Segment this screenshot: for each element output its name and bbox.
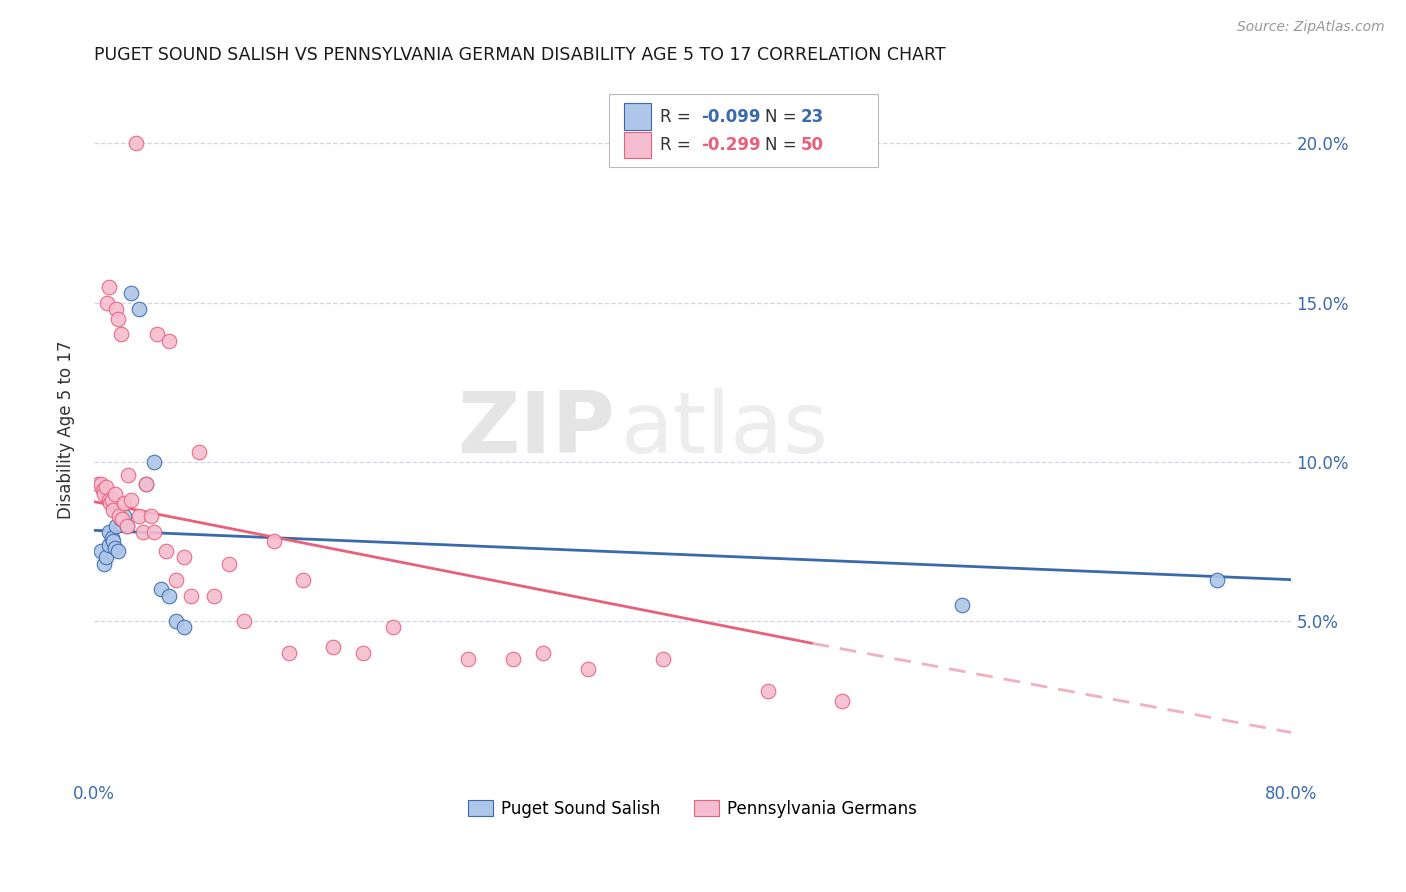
Point — [173, 550, 195, 565]
Point — [218, 557, 240, 571]
Point — [107, 544, 129, 558]
Point — [135, 477, 157, 491]
Point — [94, 550, 117, 565]
Point — [576, 662, 599, 676]
Point — [292, 573, 315, 587]
Point — [97, 524, 120, 539]
Point — [105, 301, 128, 316]
Legend: Puget Sound Salish, Pennsylvania Germans: Puget Sound Salish, Pennsylvania Germans — [461, 793, 924, 824]
Point — [94, 480, 117, 494]
Point — [87, 477, 110, 491]
Text: N =: N = — [765, 108, 801, 126]
Point — [103, 534, 125, 549]
Point — [97, 493, 120, 508]
Point — [457, 652, 479, 666]
Point — [101, 493, 124, 508]
Point — [263, 534, 285, 549]
Point — [90, 544, 112, 558]
Point — [103, 502, 125, 516]
Point — [132, 524, 155, 539]
Point — [112, 496, 135, 510]
FancyBboxPatch shape — [624, 131, 651, 158]
Point — [128, 301, 150, 316]
Point — [104, 486, 127, 500]
Point — [115, 518, 138, 533]
Point — [950, 598, 973, 612]
Point — [101, 531, 124, 545]
Point — [157, 334, 180, 348]
Point — [91, 483, 114, 498]
Text: R =: R = — [661, 136, 696, 153]
Text: 50: 50 — [800, 136, 824, 153]
Point — [142, 455, 165, 469]
Text: -0.299: -0.299 — [702, 136, 761, 153]
Point — [96, 295, 118, 310]
Point — [142, 524, 165, 539]
Point — [150, 582, 173, 597]
Point — [831, 694, 853, 708]
Point — [202, 589, 225, 603]
Point — [110, 512, 132, 526]
Point — [322, 640, 344, 654]
Point — [105, 518, 128, 533]
Point — [112, 508, 135, 523]
Point — [110, 327, 132, 342]
Text: N =: N = — [765, 136, 801, 153]
FancyBboxPatch shape — [609, 94, 879, 167]
Point — [115, 518, 138, 533]
Point — [756, 684, 779, 698]
Point — [93, 557, 115, 571]
Point — [1205, 573, 1227, 587]
Point — [531, 646, 554, 660]
Point — [107, 311, 129, 326]
Point — [120, 286, 142, 301]
Point — [135, 477, 157, 491]
Point — [90, 477, 112, 491]
Point — [180, 589, 202, 603]
Point — [117, 467, 139, 482]
Point — [97, 538, 120, 552]
Point — [352, 646, 374, 660]
Y-axis label: Disability Age 5 to 17: Disability Age 5 to 17 — [58, 341, 75, 519]
Point — [187, 445, 209, 459]
Point — [157, 589, 180, 603]
Text: R =: R = — [661, 108, 696, 126]
Point — [155, 544, 177, 558]
Text: PUGET SOUND SALISH VS PENNSYLVANIA GERMAN DISABILITY AGE 5 TO 17 CORRELATION CHA: PUGET SOUND SALISH VS PENNSYLVANIA GERMA… — [94, 46, 946, 64]
Point — [165, 573, 187, 587]
Point — [93, 486, 115, 500]
Text: -0.099: -0.099 — [702, 108, 761, 126]
Point — [120, 493, 142, 508]
Point — [104, 541, 127, 555]
FancyBboxPatch shape — [624, 103, 651, 130]
Point — [139, 508, 162, 523]
Point — [382, 620, 405, 634]
Point — [97, 279, 120, 293]
Point — [100, 496, 122, 510]
Point — [232, 614, 254, 628]
Point — [502, 652, 524, 666]
Text: 23: 23 — [800, 108, 824, 126]
Point — [108, 508, 131, 523]
Text: ZIP: ZIP — [457, 389, 614, 472]
Text: atlas: atlas — [621, 389, 830, 472]
Point — [146, 327, 169, 342]
Point — [125, 136, 148, 151]
Point — [651, 652, 673, 666]
Point — [277, 646, 299, 660]
Point — [173, 620, 195, 634]
Point — [128, 508, 150, 523]
Text: Source: ZipAtlas.com: Source: ZipAtlas.com — [1237, 20, 1385, 34]
Point — [165, 614, 187, 628]
Point — [111, 512, 134, 526]
